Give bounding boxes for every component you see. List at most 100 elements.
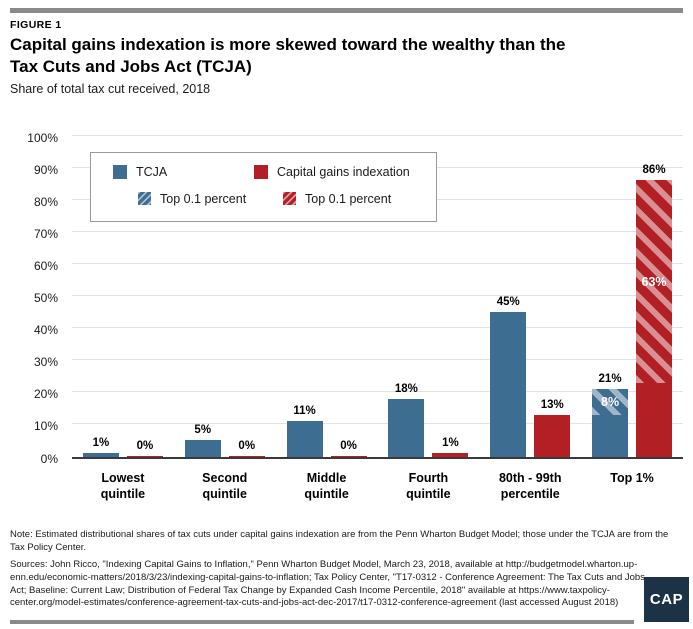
legend-row-2: Top 0.1 percent Top 0.1 percent [138,192,391,206]
x-axis-category-label: Top 1% [610,470,654,485]
bar-value-label: 1% [442,437,459,450]
gridline [72,134,683,136]
top-0-1-percent-hatch: 8% [592,389,629,415]
bar-groups: 1% 0% 5% 0% 11% 0% 18% 1% 45% 13% 21% 8% 86% 63% [72,138,683,457]
y-tick-label: 60% [33,258,58,273]
bar-tcja: 8% [592,389,629,457]
bar-column: 0% [126,439,163,457]
bar-capital-gains-indexation [126,455,163,457]
y-tick-label: 80% [33,194,58,209]
bar-group: 18% 1% [377,138,479,457]
legend-item-cgi: Capital gains indexation [254,164,410,179]
bar-tcja [82,453,119,457]
bar-value-label: 21% [598,373,622,386]
legend-item-cgi-top01: Top 0.1 percent [283,192,391,206]
bar-column: 21% 8% [592,373,629,457]
bar-column: 0% [228,440,265,457]
tcja-top01-hatched-swatch [138,192,151,205]
y-tick-label: 70% [33,226,58,241]
bar-capital-gains-indexation: 63% [636,180,673,457]
x-axis-category-label: Middle quintile [304,470,349,501]
x-axis-category-label: Fourth quintile [406,470,451,501]
x-axis-category-label: Lowest quintile [100,470,146,501]
y-tick-label: 50% [33,291,58,305]
bar-column: 1% [82,437,119,457]
bar-value-label: 5% [194,424,212,437]
legend-box: TCJA Capital gains indexation Top 0.1 pe… [90,151,437,222]
gridline [72,262,683,264]
bar-group: 21% 8% 86% 63% [581,138,683,457]
cgi-top01-hatched-swatch [283,192,296,205]
bar-group: 1% 0% [72,138,174,457]
bar-capital-gains-indexation [228,455,265,457]
legend-row-1: TCJA Capital gains indexation [113,164,410,179]
cap-logo: CAP [644,577,689,622]
bar-column: 5% [184,424,221,457]
y-tick-label: 30% [33,355,58,370]
gridline [72,423,683,425]
top-rule [10,8,683,13]
bar-column: 13% [534,398,571,457]
figure-label: FIGURE 1 [10,19,62,31]
chart-title-line-1: Capital gains indexation is more skewed … [10,35,566,54]
x-axis-category-label: 80th - 99th percentile [498,470,562,501]
y-tick-label: 20% [33,387,58,402]
chart-area: 0% 10% 20% 30% 40% 50% 60% 70% 80% 90% 100% 1% 0% 5%… [10,131,683,466]
y-tick-label: 90% [33,162,58,177]
gridline [72,391,683,393]
legend-tcja-label: TCJA [136,164,168,179]
bar-capital-gains-indexation [330,455,367,457]
top-0-1-percent-hatch: 63% [636,180,673,383]
bar-column: 1% [432,437,469,457]
y-tick-label: 40% [33,323,58,338]
gridline [72,359,683,361]
chart-title: Capital gains indexation is more skewed … [10,34,683,78]
gridline [72,295,683,296]
bar-column: 0% [330,439,367,457]
chart-subtitle: Share of total tax cut received, 2018 [10,81,211,96]
bar-value-label: 86% [642,164,666,177]
bar-tcja [184,440,221,457]
bar-value-label: 45% [496,296,520,309]
note-text: Note: Estimated distributional shares of… [10,529,669,553]
legend-item-tcja-top01: Top 0.1 percent [138,192,283,206]
legend-cgi-label: Capital gains indexation [277,164,410,179]
bar-group: 45% 13% [479,138,581,457]
hatch-value-label: 63% [641,274,667,289]
y-tick-label: 0% [40,451,58,466]
bar-value-label: 1% [92,437,110,450]
bar-column: 86% 63% [636,164,673,457]
x-axis-category-label: Second quintile [202,470,248,501]
sources-text: Sources: John Ricco, "Indexing Capital G… [10,559,645,609]
bar-value-label: 0% [136,439,154,452]
bar-capital-gains-indexation [432,453,469,457]
bar-capital-gains-indexation [534,414,571,457]
bar-column: 45% [490,296,527,457]
y-axis-labels: 0% 10% 20% 30% 40% 50% 60% 70% 80% 90% 100% [10,131,58,466]
bar-tcja [388,398,425,457]
gridline [72,327,683,329]
hatch-value-label: 8% [601,394,620,409]
capital-gains-swatch [254,164,268,179]
bar-group: 11% 0% [276,138,378,457]
x-axis-labels: Lowest quintile Second quintile Middle qui… [72,470,683,503]
plot-area: 1% 0% 5% 0% 11% 0% 18% 1% 45% 13% 21% 8% 86% 63% TCJA… [72,134,683,459]
bar-column: 11% [286,405,323,457]
y-tick-label: 10% [33,419,58,434]
legend-item-tcja: TCJA [113,164,254,179]
chart-title-line-2: Tax Cuts and Jobs Act (TCJA) [10,56,252,76]
bar-tcja [286,421,323,457]
tcja-swatch [113,164,127,179]
legend-cgi-top01-label: Top 0.1 percent [305,191,392,206]
bar-value-label: 13% [540,398,564,411]
bottom-rule [10,620,634,624]
legend-tcja-top01-label: Top 0.1 percent [160,191,247,206]
bar-column: 18% [388,383,425,457]
bar-value-label: 11% [293,405,316,418]
bar-group: 5% 0% [174,138,276,457]
bar-tcja [490,312,527,457]
bar-value-label: 0% [340,439,357,452]
gridline [72,230,683,232]
y-tick-label: 100% [27,130,58,145]
